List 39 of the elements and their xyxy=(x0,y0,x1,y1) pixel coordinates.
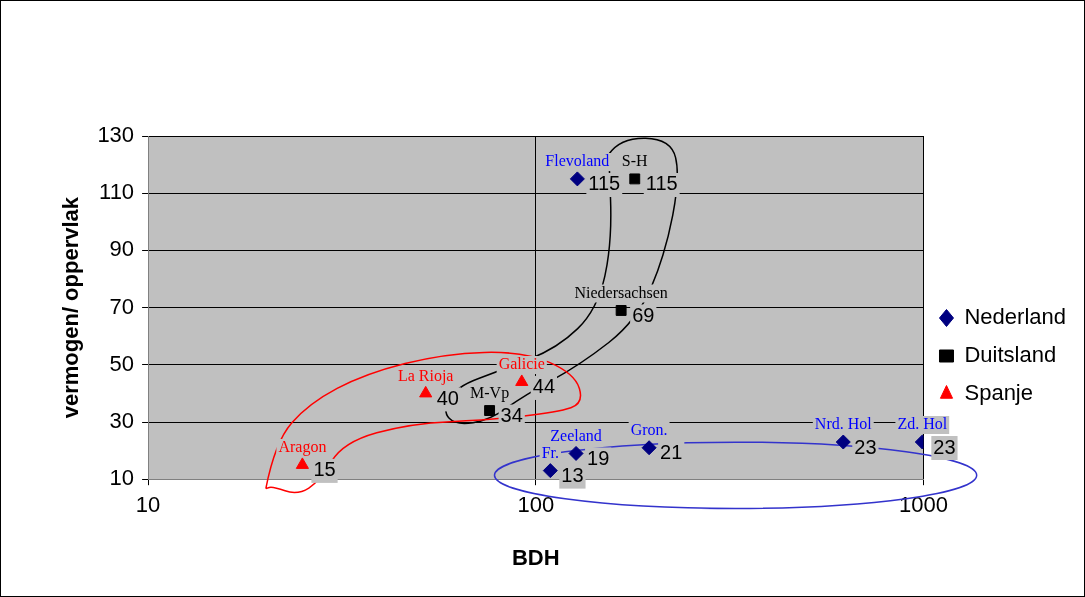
annotation: Flevoland xyxy=(545,152,610,170)
data-label: 69 xyxy=(632,303,655,326)
annotation: Aragon xyxy=(278,438,327,457)
data-label: 115 xyxy=(588,172,621,195)
annotation: La Rioja xyxy=(397,366,454,385)
y-tick-label: 30 xyxy=(109,408,135,434)
data-label: 21 xyxy=(660,441,683,464)
data-label: 19 xyxy=(587,446,610,469)
y-axis-title: vermogen/ oppervlak xyxy=(58,196,84,419)
annotation: Niedersachsen xyxy=(574,283,668,301)
y-tick-label: 50 xyxy=(109,350,135,376)
x-tick-label: 10 xyxy=(135,492,161,518)
annotation: M-Vp xyxy=(470,383,510,402)
y-tick-label: 90 xyxy=(109,236,135,262)
data-label: 44 xyxy=(532,375,556,398)
annotation: Zd. Hol xyxy=(897,415,948,433)
x-axis-title: BDH xyxy=(511,544,560,570)
y-tick-label: 110 xyxy=(99,179,135,205)
annotation: S-H xyxy=(621,152,649,170)
data-label: 23 xyxy=(854,435,877,458)
y-tick-label: 70 xyxy=(109,293,135,319)
data-label: 34 xyxy=(500,404,523,427)
data-label: 23 xyxy=(933,435,956,458)
annotation: Zeeland xyxy=(550,426,602,444)
data-label: 13 xyxy=(561,464,584,487)
annotation: Nrd. Hol xyxy=(814,415,873,433)
annotation: Galicie xyxy=(498,355,545,373)
annotation: Fr. xyxy=(541,443,559,461)
data-label: 115 xyxy=(645,172,678,195)
legend-label: Spanje xyxy=(964,380,1033,406)
y-tick-label: 10 xyxy=(109,465,135,491)
data-label: 40 xyxy=(436,386,459,409)
data-label: 15 xyxy=(313,458,336,481)
annotation: Gron. xyxy=(630,420,668,438)
legend-label: Duitsland xyxy=(964,342,1057,368)
legend-label: Nederland xyxy=(964,304,1066,330)
x-tick-label: 1000 xyxy=(899,492,948,518)
x-tick-label: 100 xyxy=(517,492,555,518)
y-tick-label: 130 xyxy=(97,122,135,148)
